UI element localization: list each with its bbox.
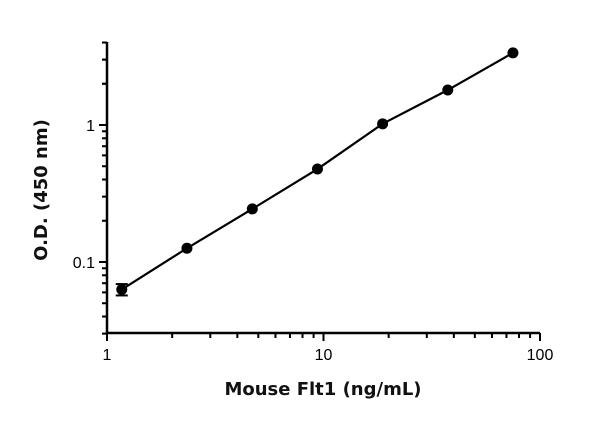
y-tick-label: 1 [86, 118, 95, 135]
x-tick-label: 100 [527, 347, 554, 364]
data-point [311, 163, 323, 175]
data-points [115, 47, 519, 297]
x-tick-label: 10 [315, 347, 333, 364]
x-tick-label: 1 [103, 347, 112, 364]
data-point [377, 118, 389, 130]
data-point [116, 283, 128, 295]
x-axis: 1 10 100 [103, 331, 554, 364]
y-tick-label: 0.1 [73, 255, 95, 272]
data-point [507, 47, 519, 59]
x-axis-title: Mouse Flt1 (ng/mL) [224, 379, 421, 400]
data-point [246, 203, 258, 215]
y-axis-title: O.D. (450 nm) [31, 119, 52, 261]
y-axis: 0.11 [73, 41, 109, 335]
data-point [181, 242, 193, 254]
data-point [442, 84, 454, 96]
